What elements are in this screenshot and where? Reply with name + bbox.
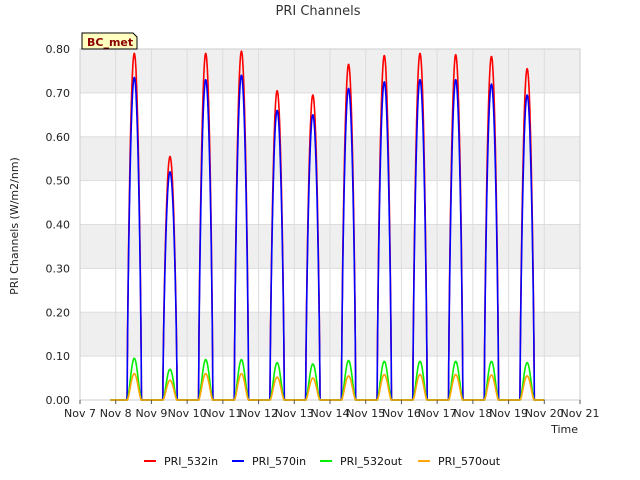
x-tick-label: Nov 21 [561,407,600,420]
legend: PRI_532in PRI_570in PRI_532out PRI_570out [144,455,501,468]
series-line-pri_570out [109,372,545,401]
x-tick-label: Nov 14 [311,407,350,420]
legend-label-pri_570out: PRI_570out [438,455,501,468]
legend-label-pri_570in: PRI_570in [252,455,306,468]
x-tick-label: Nov 13 [275,407,314,420]
y-tick-label: 0.00 [46,394,71,407]
x-tick-label: Nov 18 [453,407,492,420]
y-tick-label: 0.80 [46,43,71,56]
y-tick-label: 0.20 [46,306,71,319]
y-tick-label: 0.40 [46,219,71,232]
x-tick-label: Nov 9 [135,407,167,420]
x-tick-label: Nov 11 [203,407,242,420]
chart-title: PRI Channels [276,4,361,19]
x-tick-label: Nov 8 [100,407,132,420]
badge-box [81,32,138,50]
x-tick-label: Nov 7 [64,407,96,420]
y-tick-label: 0.50 [46,175,71,188]
x-tick-label: Nov 16 [382,407,421,420]
x-tick-label: Nov 20 [525,407,564,420]
x-tick-label: Nov 15 [346,407,385,420]
badge-text: BC_met [87,36,133,49]
y-axis-title: PRI Channels (W/m2/nm) [8,157,21,295]
x-axis-title: Time [550,423,578,436]
y-tick-label: 0.10 [46,350,71,363]
x-tick-label: Nov 10 [168,407,207,420]
y-tick-label: 0.60 [46,131,71,144]
legend-label-pri_532out: PRI_532out [340,455,403,468]
y-axis-ticks: 0.00 0.10 0.20 0.30 0.40 0.50 0.60 0.70 0.80 [46,43,71,407]
legend-label-pri_532in: PRI_532in [164,455,218,468]
y-tick-label: 0.30 [46,262,71,275]
x-tick-label: Nov 17 [418,407,457,420]
series-layer [109,50,545,401]
x-tick-label: Nov 19 [489,407,528,420]
site-badge: BC_met [81,32,138,50]
y-tick-label: 0.70 [46,87,71,100]
x-tick-label: Nov 12 [239,407,278,420]
